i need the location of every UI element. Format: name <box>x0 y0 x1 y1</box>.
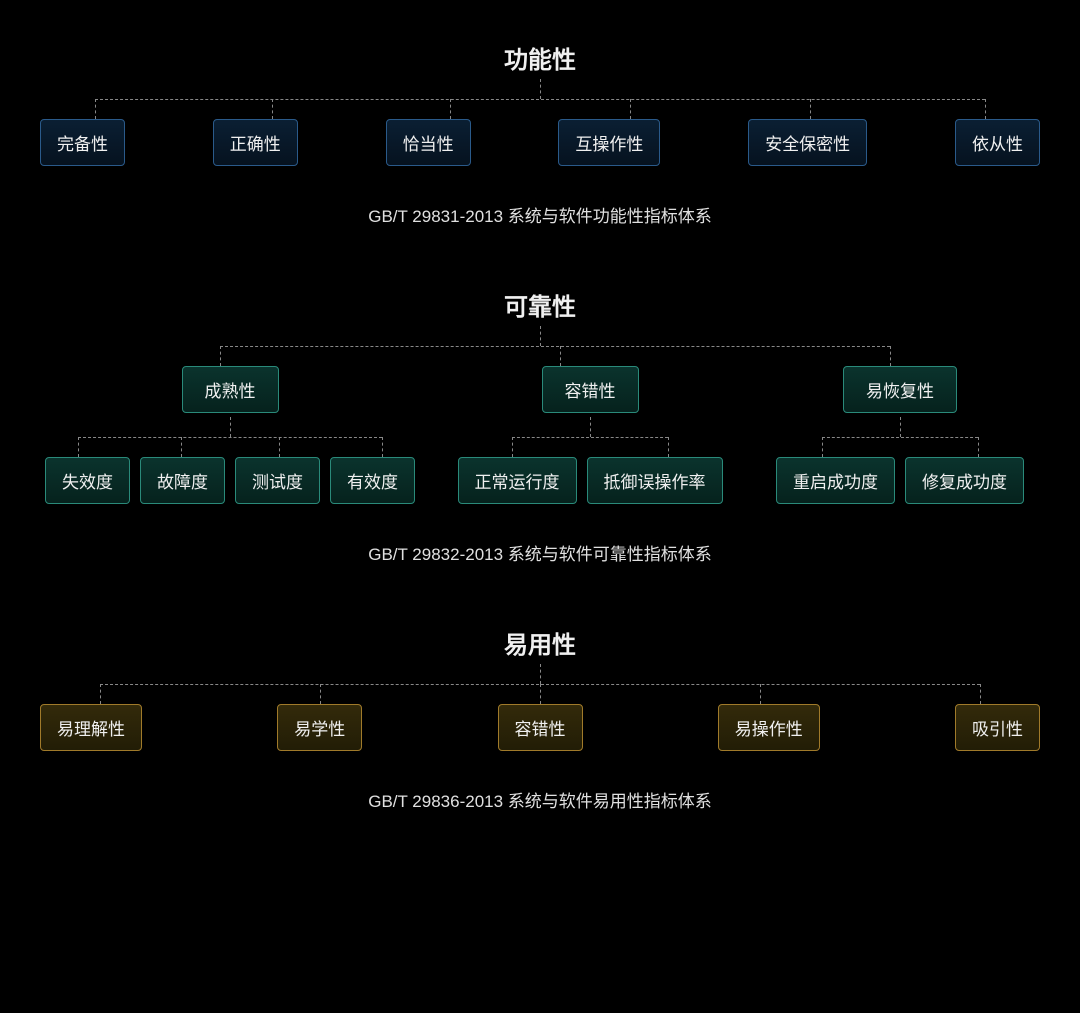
node-completeness: 完备性 <box>40 119 125 166</box>
caption-reliability: GB/T 29832-2013 系统与软件可靠性指标体系 <box>40 540 1040 565</box>
node-interoperability: 互操作性 <box>558 119 660 166</box>
connector-stem <box>540 326 541 346</box>
connector-horizontal <box>40 99 1040 119</box>
node-correctness: 正确性 <box>213 119 298 166</box>
node-appropriateness: 恰当性 <box>386 119 471 166</box>
leaf-row-maturity: 失效度 故障度 测试度 有效度 <box>45 457 415 504</box>
node-recoverability: 易恢复性 <box>843 366 957 413</box>
node-normal-operation: 正常运行度 <box>458 457 577 504</box>
group-fault-tolerance: 容错性 正常运行度 抵御误操作率 <box>450 366 730 504</box>
node-security: 安全保密性 <box>748 119 867 166</box>
node-effectiveness: 有效度 <box>330 457 415 504</box>
section-reliability: 可靠性 成熟性 失效度 故障度 测试度 有效度 <box>40 287 1040 565</box>
groups-row-reliability: 成熟性 失效度 故障度 测试度 有效度 容错性 <box>40 366 1040 504</box>
connector-stem <box>540 79 541 99</box>
connector-horizontal <box>40 684 1040 704</box>
node-fault-tolerance: 容错性 <box>542 366 639 413</box>
children-row-usability: 易理解性 易学性 容错性 易操作性 吸引性 <box>40 704 1040 751</box>
connector-stem <box>230 417 231 437</box>
node-fault-rate: 故障度 <box>140 457 225 504</box>
node-restart-success: 重启成功度 <box>776 457 895 504</box>
section-functionality: 功能性 完备性 正确性 恰当性 互操作性 安全保密性 依从性 GB/T 2983… <box>40 40 1040 227</box>
connector-horizontal-g1 <box>40 437 420 457</box>
leaf-row-fault-tolerance: 正常运行度 抵御误操作率 <box>458 457 723 504</box>
node-compliance: 依从性 <box>955 119 1040 166</box>
node-learnability: 易学性 <box>277 704 362 751</box>
root-title-functionality: 功能性 <box>40 40 1040 75</box>
root-title-usability: 易用性 <box>40 625 1040 660</box>
node-maturity: 成熟性 <box>182 366 279 413</box>
section-usability: 易用性 易理解性 易学性 容错性 易操作性 吸引性 GB/T 29836-201… <box>40 625 1040 812</box>
root-title-reliability: 可靠性 <box>40 287 1040 322</box>
node-operability: 易操作性 <box>718 704 820 751</box>
node-attractiveness: 吸引性 <box>955 704 1040 751</box>
node-repair-success: 修复成功度 <box>905 457 1024 504</box>
connector-horizontal-g3 <box>760 437 1040 457</box>
leaf-row-recoverability: 重启成功度 修复成功度 <box>776 457 1024 504</box>
node-misoperation-resistance: 抵御误操作率 <box>587 457 723 504</box>
group-recoverability: 易恢复性 重启成功度 修复成功度 <box>760 366 1040 504</box>
group-maturity: 成熟性 失效度 故障度 测试度 有效度 <box>40 366 420 504</box>
caption-usability: GB/T 29836-2013 系统与软件易用性指标体系 <box>40 787 1040 812</box>
node-understandability: 易理解性 <box>40 704 142 751</box>
caption-functionality: GB/T 29831-2013 系统与软件功能性指标体系 <box>40 202 1040 227</box>
node-failure-rate: 失效度 <box>45 457 130 504</box>
node-fault-tolerance-u: 容错性 <box>498 704 583 751</box>
connector-stem <box>590 417 591 437</box>
connector-horizontal-level1 <box>40 346 1040 366</box>
children-row-functionality: 完备性 正确性 恰当性 互操作性 安全保密性 依从性 <box>40 119 1040 166</box>
connector-horizontal-g2 <box>450 437 730 457</box>
node-test-rate: 测试度 <box>235 457 320 504</box>
connector-stem <box>900 417 901 437</box>
connector-stem <box>540 664 541 684</box>
